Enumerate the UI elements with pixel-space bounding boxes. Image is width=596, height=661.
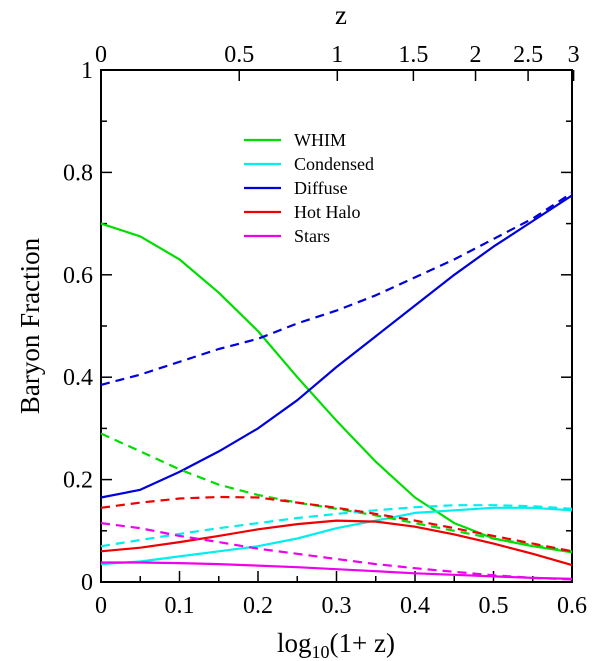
series-line-dashed-8 (100, 495, 573, 553)
y-axis-title: Baryon Fraction (15, 237, 45, 414)
x-tick-label: 0 (95, 593, 107, 619)
top-tick-label: 1 (331, 42, 343, 68)
top-tick-label: 0.5 (224, 42, 254, 68)
top-tick-label: 1.5 (398, 42, 428, 68)
x-tick-label: 0.5 (479, 593, 509, 619)
x-axis-title-rest: (1+ z) (330, 628, 395, 658)
top-tick-label: 3 (568, 42, 580, 68)
x-axis-title-main: log (277, 628, 312, 658)
chart-series (100, 191, 573, 581)
legend-label-stars: Stars (294, 226, 330, 246)
series-line-dashed-9 (100, 522, 573, 581)
legend-label-whim: WHIM (294, 130, 346, 150)
top-tick-label: 2.5 (513, 42, 543, 68)
series-line-dashed-7 (100, 191, 573, 386)
x-tick-label: 0.4 (400, 593, 430, 619)
x-tick-label: 0.3 (322, 593, 352, 619)
y-tick-label: 0.4 (63, 365, 93, 391)
x-axis-title-subscript: 10 (312, 642, 330, 661)
series-line-diffuse (100, 194, 573, 499)
y-tick-label: 0.8 (63, 160, 93, 186)
x-tick-label: 0.6 (557, 593, 587, 619)
series-line-condensed (100, 506, 573, 566)
series-line-dashed-5 (100, 432, 573, 553)
y-tick-label: 0 (81, 570, 93, 596)
y-tick-label: 1 (81, 58, 93, 84)
x-tick-label: 0.1 (165, 593, 195, 619)
axis-ticks (100, 69, 575, 583)
legend-label-hot-halo: Hot Halo (294, 202, 361, 222)
top-axis-title: z (335, 0, 347, 30)
top-tick-label: 2 (470, 42, 482, 68)
x-axis-title: log10(1+ z) (277, 628, 395, 661)
series-line-whim (100, 222, 573, 554)
legend-label-diffuse: Diffuse (294, 178, 348, 198)
series-line-hot-halo (100, 519, 573, 567)
legend-label-condensed: Condensed (294, 154, 374, 174)
y-tick-label: 0.2 (63, 468, 93, 494)
legend: WHIM Condensed Diffuse Hot Halo Stars (244, 130, 374, 246)
top-tick-label: 0 (95, 42, 107, 68)
tick-labels: 0 0.1 0.2 0.3 0.4 0.5 0.600.20.40.60.810 0.5 1 1.… (63, 42, 587, 619)
y-tick-label: 0.6 (63, 263, 93, 289)
series-line-dashed-6 (100, 504, 573, 548)
x-tick-label: 0.2 (243, 593, 273, 619)
